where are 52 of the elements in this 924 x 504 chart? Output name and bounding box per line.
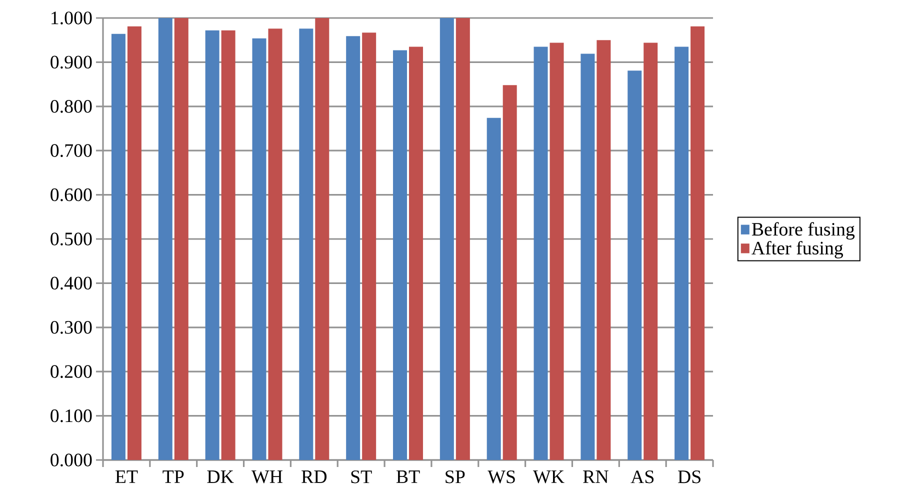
bar [315,18,330,460]
x-tick-label: TP [162,470,184,483]
bar [346,36,360,460]
bar [299,28,314,460]
y-tick-label: 0.300 [50,320,92,334]
bar [456,18,470,460]
x-tick-label: ST [351,470,372,484]
bar [127,26,142,460]
x-tick-label: DS [678,470,700,484]
bar [486,118,501,460]
x-tick-label: DK [207,470,234,483]
x-tick-label: AS [630,470,654,484]
x-tick-label: RN [583,470,608,483]
bar [409,46,423,460]
bar [252,38,266,460]
bar [158,18,172,460]
x-tick-label: BT [396,470,420,483]
bar [502,85,517,460]
bar [174,18,188,460]
x-tick-label: SP [446,470,465,484]
y-tick-label: 0.200 [50,365,92,378]
x-tick-label: ET [115,470,138,483]
bar [580,54,595,460]
legend-label: Before fusing [752,222,855,240]
bar [111,34,126,460]
bar [596,40,611,460]
bar [644,42,658,460]
bar [268,28,282,460]
y-tick-label: 0.900 [50,56,92,69]
y-tick-label: 0.600 [50,188,92,202]
bar [362,32,376,460]
y-tick-label: 0.700 [50,144,92,158]
bar [690,26,705,460]
bar [674,46,689,460]
y-tick-label: 0.100 [50,409,92,422]
x-tick-label: WK [533,470,564,484]
y-tick-label: 0.500 [50,232,92,246]
bar [393,50,408,460]
x-tick-label: WS [488,470,515,484]
bar [205,30,220,460]
x-tick-label: RD [302,470,327,483]
bar [221,30,236,460]
y-tick-label: 0.000 [50,454,92,466]
y-tick-label: 0.400 [50,276,92,290]
bar [628,70,642,460]
legend-label: After fusing [752,240,844,258]
bar [440,18,454,460]
bar [550,42,564,460]
y-tick-label: 0.800 [50,100,92,113]
bar [534,46,548,460]
x-tick-label: WH [251,470,282,484]
y-tick-label: 1.000 [52,12,92,24]
